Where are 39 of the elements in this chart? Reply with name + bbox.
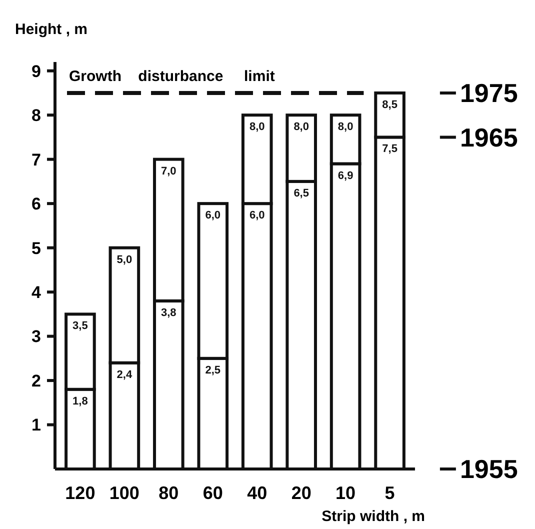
y-axis-title: Height , m — [15, 21, 88, 38]
x-tick-label: 80 — [158, 483, 179, 503]
total-label: 8,0 — [338, 121, 354, 134]
total-label: 7,0 — [161, 165, 176, 178]
annotation: 1975 — [460, 78, 518, 108]
y-tick-label: 1 — [32, 416, 41, 435]
x-tick-label: 40 — [247, 483, 268, 503]
total-label: 8,5 — [382, 98, 398, 111]
y-tick-label: 9 — [32, 62, 41, 81]
data-label: 7,5 — [382, 143, 398, 156]
x-tick-label: 100 — [109, 483, 140, 503]
data-label: 3,8 — [161, 306, 176, 319]
total-label: 3,5 — [72, 320, 88, 332]
x-tick-label: 20 — [291, 483, 312, 503]
x-tick-label: 5 — [384, 483, 395, 503]
data-label: 6,0 — [249, 210, 265, 222]
total-label: 5,0 — [116, 254, 132, 266]
x-tick-label: 60 — [202, 483, 223, 503]
data-label: 6,5 — [294, 187, 309, 200]
data-label: 2,4 — [116, 368, 133, 381]
data-label: 1,8 — [72, 395, 88, 408]
y-tick-label: 6 — [32, 194, 41, 214]
y-tick-label: 7 — [32, 150, 41, 170]
total-label: 8,0 — [249, 121, 265, 134]
ref-line-label: Growth disturbance limit — [69, 68, 275, 85]
data-label: 6,9 — [338, 170, 354, 182]
y-tick-label: 5 — [32, 238, 41, 258]
y-tick-label: 4 — [32, 282, 42, 302]
x-tick-label: 120 — [65, 483, 96, 503]
y-tick-label: 8 — [32, 106, 41, 126]
annotation: 1965 — [460, 122, 518, 152]
total-label: 8,0 — [294, 121, 309, 134]
y-tick-label: 2 — [32, 371, 41, 390]
total-label: 6,0 — [205, 210, 221, 222]
y-tick-label: 3 — [32, 327, 41, 346]
x-axis-title: Strip width , m — [322, 508, 425, 525]
x-tick-label: 10 — [336, 483, 356, 503]
annotation: 1955 — [460, 454, 518, 484]
data-label: 2,5 — [205, 364, 221, 376]
